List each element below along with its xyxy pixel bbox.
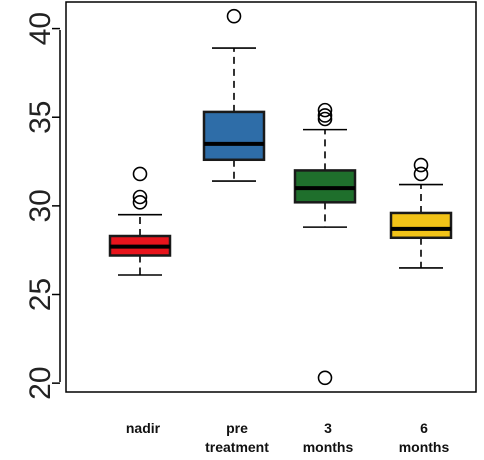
outlier-point xyxy=(132,166,148,182)
category-label: months xyxy=(303,439,354,455)
outlier-point xyxy=(413,166,429,182)
category-label: 6 xyxy=(420,420,428,436)
plot-frame xyxy=(65,1,477,393)
y-tick-label: 30 xyxy=(24,189,57,222)
category-label: nadir xyxy=(126,420,161,436)
box-group xyxy=(389,157,453,269)
y-tick-label: 35 xyxy=(24,101,57,134)
y-tick-label: 25 xyxy=(24,278,57,311)
outlier-point xyxy=(132,195,148,210)
outlier-point xyxy=(413,157,429,173)
box-group xyxy=(108,166,172,276)
category-label: months xyxy=(399,439,450,455)
outlier-point xyxy=(132,189,148,205)
category-label: 3 xyxy=(324,420,332,436)
outlier-point xyxy=(317,108,333,123)
category-label: pre xyxy=(226,420,248,436)
box-group xyxy=(202,8,266,182)
iqr-box xyxy=(389,211,453,240)
iqr-box xyxy=(202,110,266,162)
box-group xyxy=(293,102,357,386)
y-axis: 20 25 30 35 40 xyxy=(24,12,60,400)
boxes xyxy=(108,8,453,386)
outlier-point xyxy=(317,102,333,118)
y-tick-label: 20 xyxy=(24,366,57,399)
category-label: treatment xyxy=(205,439,269,455)
outlier-point xyxy=(226,8,242,24)
outlier-point xyxy=(317,370,333,386)
y-tick-label: 40 xyxy=(24,12,57,45)
x-axis-labels: nadir pre treatment 3 months 6 months xyxy=(126,420,450,455)
outlier-point xyxy=(317,111,333,127)
